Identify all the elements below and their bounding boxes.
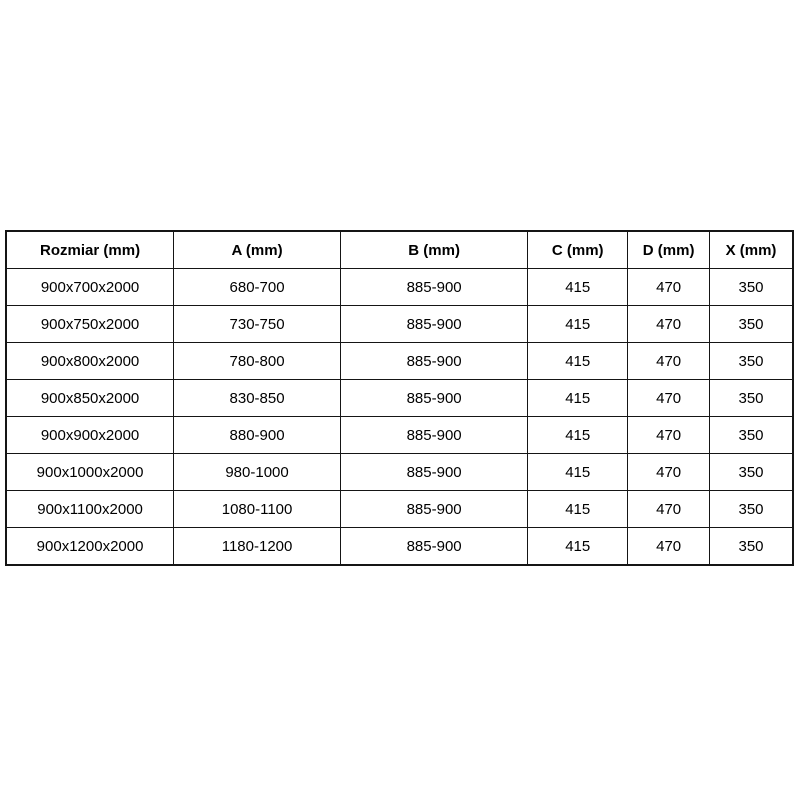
cell-x: 350 (709, 527, 794, 566)
column-header-rozmiar: Rozmiar (mm) (5, 230, 175, 269)
cell-c: 415 (527, 268, 629, 306)
cell-rozmiar: 900x1100x2000 (5, 490, 175, 528)
header-row: Rozmiar (mm) A (mm) B (mm) C (mm) D (mm)… (5, 230, 794, 269)
cell-x: 350 (709, 268, 794, 306)
cell-rozmiar: 900x800x2000 (5, 342, 175, 380)
cell-rozmiar: 900x1000x2000 (5, 453, 175, 491)
cell-b: 885-900 (339, 342, 529, 380)
cell-c: 415 (527, 490, 629, 528)
cell-c: 415 (527, 379, 629, 417)
table-row: 900x850x2000 830-850 885-900 415 470 350 (5, 379, 794, 417)
cell-x: 350 (709, 342, 794, 380)
cell-x: 350 (709, 416, 794, 454)
cell-d: 470 (627, 527, 711, 566)
cell-a: 680-700 (173, 268, 341, 306)
cell-b: 885-900 (339, 416, 529, 454)
size-spec-table: Rozmiar (mm) A (mm) B (mm) C (mm) D (mm)… (5, 230, 794, 566)
cell-x: 350 (709, 379, 794, 417)
cell-b: 885-900 (339, 379, 529, 417)
table-row: 900x800x2000 780-800 885-900 415 470 350 (5, 342, 794, 380)
cell-c: 415 (527, 305, 629, 343)
cell-rozmiar: 900x850x2000 (5, 379, 175, 417)
cell-b: 885-900 (339, 268, 529, 306)
cell-x: 350 (709, 490, 794, 528)
cell-c: 415 (527, 416, 629, 454)
table-row: 900x1200x2000 1180-1200 885-900 415 470 … (5, 527, 794, 566)
cell-d: 470 (627, 268, 711, 306)
cell-c: 415 (527, 453, 629, 491)
cell-b: 885-900 (339, 453, 529, 491)
cell-d: 470 (627, 490, 711, 528)
column-header-a: A (mm) (173, 230, 341, 269)
table-row: 900x1100x2000 1080-1100 885-900 415 470 … (5, 490, 794, 528)
cell-rozmiar: 900x750x2000 (5, 305, 175, 343)
column-header-b: B (mm) (339, 230, 529, 269)
column-header-x: X (mm) (709, 230, 794, 269)
cell-a: 880-900 (173, 416, 341, 454)
table-row: 900x1000x2000 980-1000 885-900 415 470 3… (5, 453, 794, 491)
cell-d: 470 (627, 305, 711, 343)
cell-rozmiar: 900x1200x2000 (5, 527, 175, 566)
table-row: 900x900x2000 880-900 885-900 415 470 350 (5, 416, 794, 454)
cell-rozmiar: 900x700x2000 (5, 268, 175, 306)
size-spec-table-container: Rozmiar (mm) A (mm) B (mm) C (mm) D (mm)… (5, 230, 794, 566)
cell-d: 470 (627, 416, 711, 454)
cell-d: 470 (627, 453, 711, 491)
cell-rozmiar: 900x900x2000 (5, 416, 175, 454)
cell-a: 1080-1100 (173, 490, 341, 528)
cell-x: 350 (709, 305, 794, 343)
cell-d: 470 (627, 342, 711, 380)
column-header-d: D (mm) (627, 230, 711, 269)
cell-b: 885-900 (339, 490, 529, 528)
cell-b: 885-900 (339, 305, 529, 343)
table-row: 900x700x2000 680-700 885-900 415 470 350 (5, 268, 794, 306)
cell-x: 350 (709, 453, 794, 491)
table-row: 900x750x2000 730-750 885-900 415 470 350 (5, 305, 794, 343)
cell-a: 980-1000 (173, 453, 341, 491)
cell-b: 885-900 (339, 527, 529, 566)
cell-a: 730-750 (173, 305, 341, 343)
cell-a: 780-800 (173, 342, 341, 380)
column-header-c: C (mm) (527, 230, 629, 269)
cell-a: 1180-1200 (173, 527, 341, 566)
cell-c: 415 (527, 342, 629, 380)
cell-a: 830-850 (173, 379, 341, 417)
cell-d: 470 (627, 379, 711, 417)
cell-c: 415 (527, 527, 629, 566)
